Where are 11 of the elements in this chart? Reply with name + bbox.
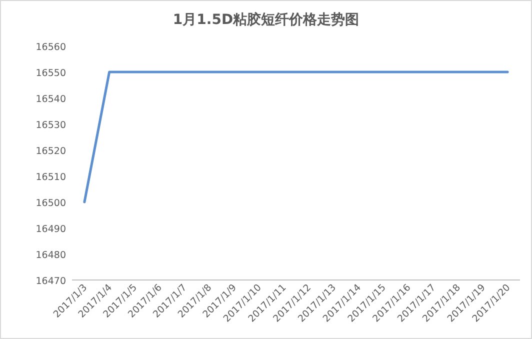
y-tick-label: 16500 xyxy=(36,198,66,209)
y-tick-label: 16540 xyxy=(36,94,66,105)
y-tick-label: 16480 xyxy=(36,250,66,261)
y-tick-label: 16550 xyxy=(36,68,66,79)
y-tick-label: 16470 xyxy=(36,276,66,287)
chart-title: 1月1.5D粘胶短纤价格走势图 xyxy=(172,11,360,28)
y-tick-label: 16490 xyxy=(36,224,66,235)
y-tick-label: 16510 xyxy=(36,172,66,183)
y-tick-label: 16520 xyxy=(36,146,66,157)
y-tick-label: 16560 xyxy=(36,42,66,53)
y-tick-label: 16530 xyxy=(36,120,66,131)
